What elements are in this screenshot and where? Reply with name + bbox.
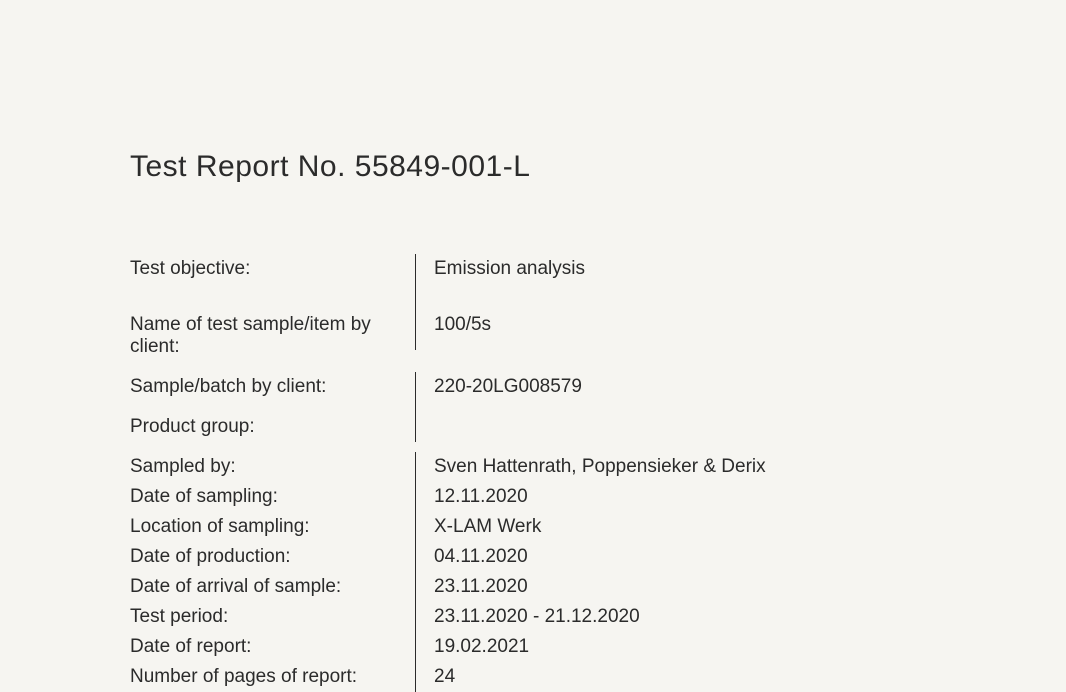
field-value: 220-20LG008579	[415, 372, 582, 412]
field-value: Emission analysis	[415, 254, 585, 310]
field-label: Test period:	[130, 602, 415, 632]
field-row: Number of pages of report:24	[130, 662, 1066, 692]
field-label: Number of pages of report:	[130, 662, 415, 692]
field-value	[415, 412, 434, 442]
field-label: Date of report:	[130, 632, 415, 662]
field-row: Test period:23.11.2020 - 21.12.2020	[130, 602, 1066, 632]
field-value: 23.11.2020 - 21.12.2020	[415, 602, 640, 632]
field-row: Location of sampling:X-LAM Werk	[130, 512, 1066, 542]
field-row: Product group:	[130, 412, 1066, 452]
field-value: Sven Hattenrath, Poppensieker & Derix	[415, 452, 766, 482]
field-row: Sample/batch by client:220-20LG008579	[130, 372, 1066, 412]
field-label: Sampled by:	[130, 452, 415, 482]
field-row: Test objective:Emission analysis	[130, 254, 1066, 310]
field-label: Sample/batch by client:	[130, 372, 415, 412]
field-row: Date of report:19.02.2021	[130, 632, 1066, 662]
field-row: Date of sampling:12.11.2020	[130, 482, 1066, 512]
field-label: Date of sampling:	[130, 482, 415, 512]
report-fields: Test objective:Emission analysisName of …	[130, 254, 1066, 692]
report-page: Test Report No. 55849-001-L Test objecti…	[0, 0, 1066, 692]
field-label: Date of arrival of sample:	[130, 572, 415, 602]
field-value: X-LAM Werk	[415, 512, 541, 542]
field-row: Sampled by:Sven Hattenrath, Poppensieker…	[130, 452, 1066, 482]
field-label: Location of sampling:	[130, 512, 415, 542]
field-value: 100/5s	[415, 310, 491, 350]
field-value: 23.11.2020	[415, 572, 528, 602]
field-label: Name of test sample/item by client:	[130, 310, 415, 372]
field-value: 12.11.2020	[415, 482, 528, 512]
field-value: 24	[415, 662, 455, 692]
field-value: 04.11.2020	[415, 542, 528, 572]
field-row: Name of test sample/item by client:100/5…	[130, 310, 1066, 372]
field-row: Date of production:04.11.2020	[130, 542, 1066, 572]
field-label: Test objective:	[130, 254, 415, 310]
field-row: Date of arrival of sample:23.11.2020	[130, 572, 1066, 602]
field-value: 19.02.2021	[415, 632, 529, 662]
report-title: Test Report No. 55849-001-L	[130, 150, 1066, 184]
field-label: Product group:	[130, 412, 415, 452]
field-label: Date of production:	[130, 542, 415, 572]
